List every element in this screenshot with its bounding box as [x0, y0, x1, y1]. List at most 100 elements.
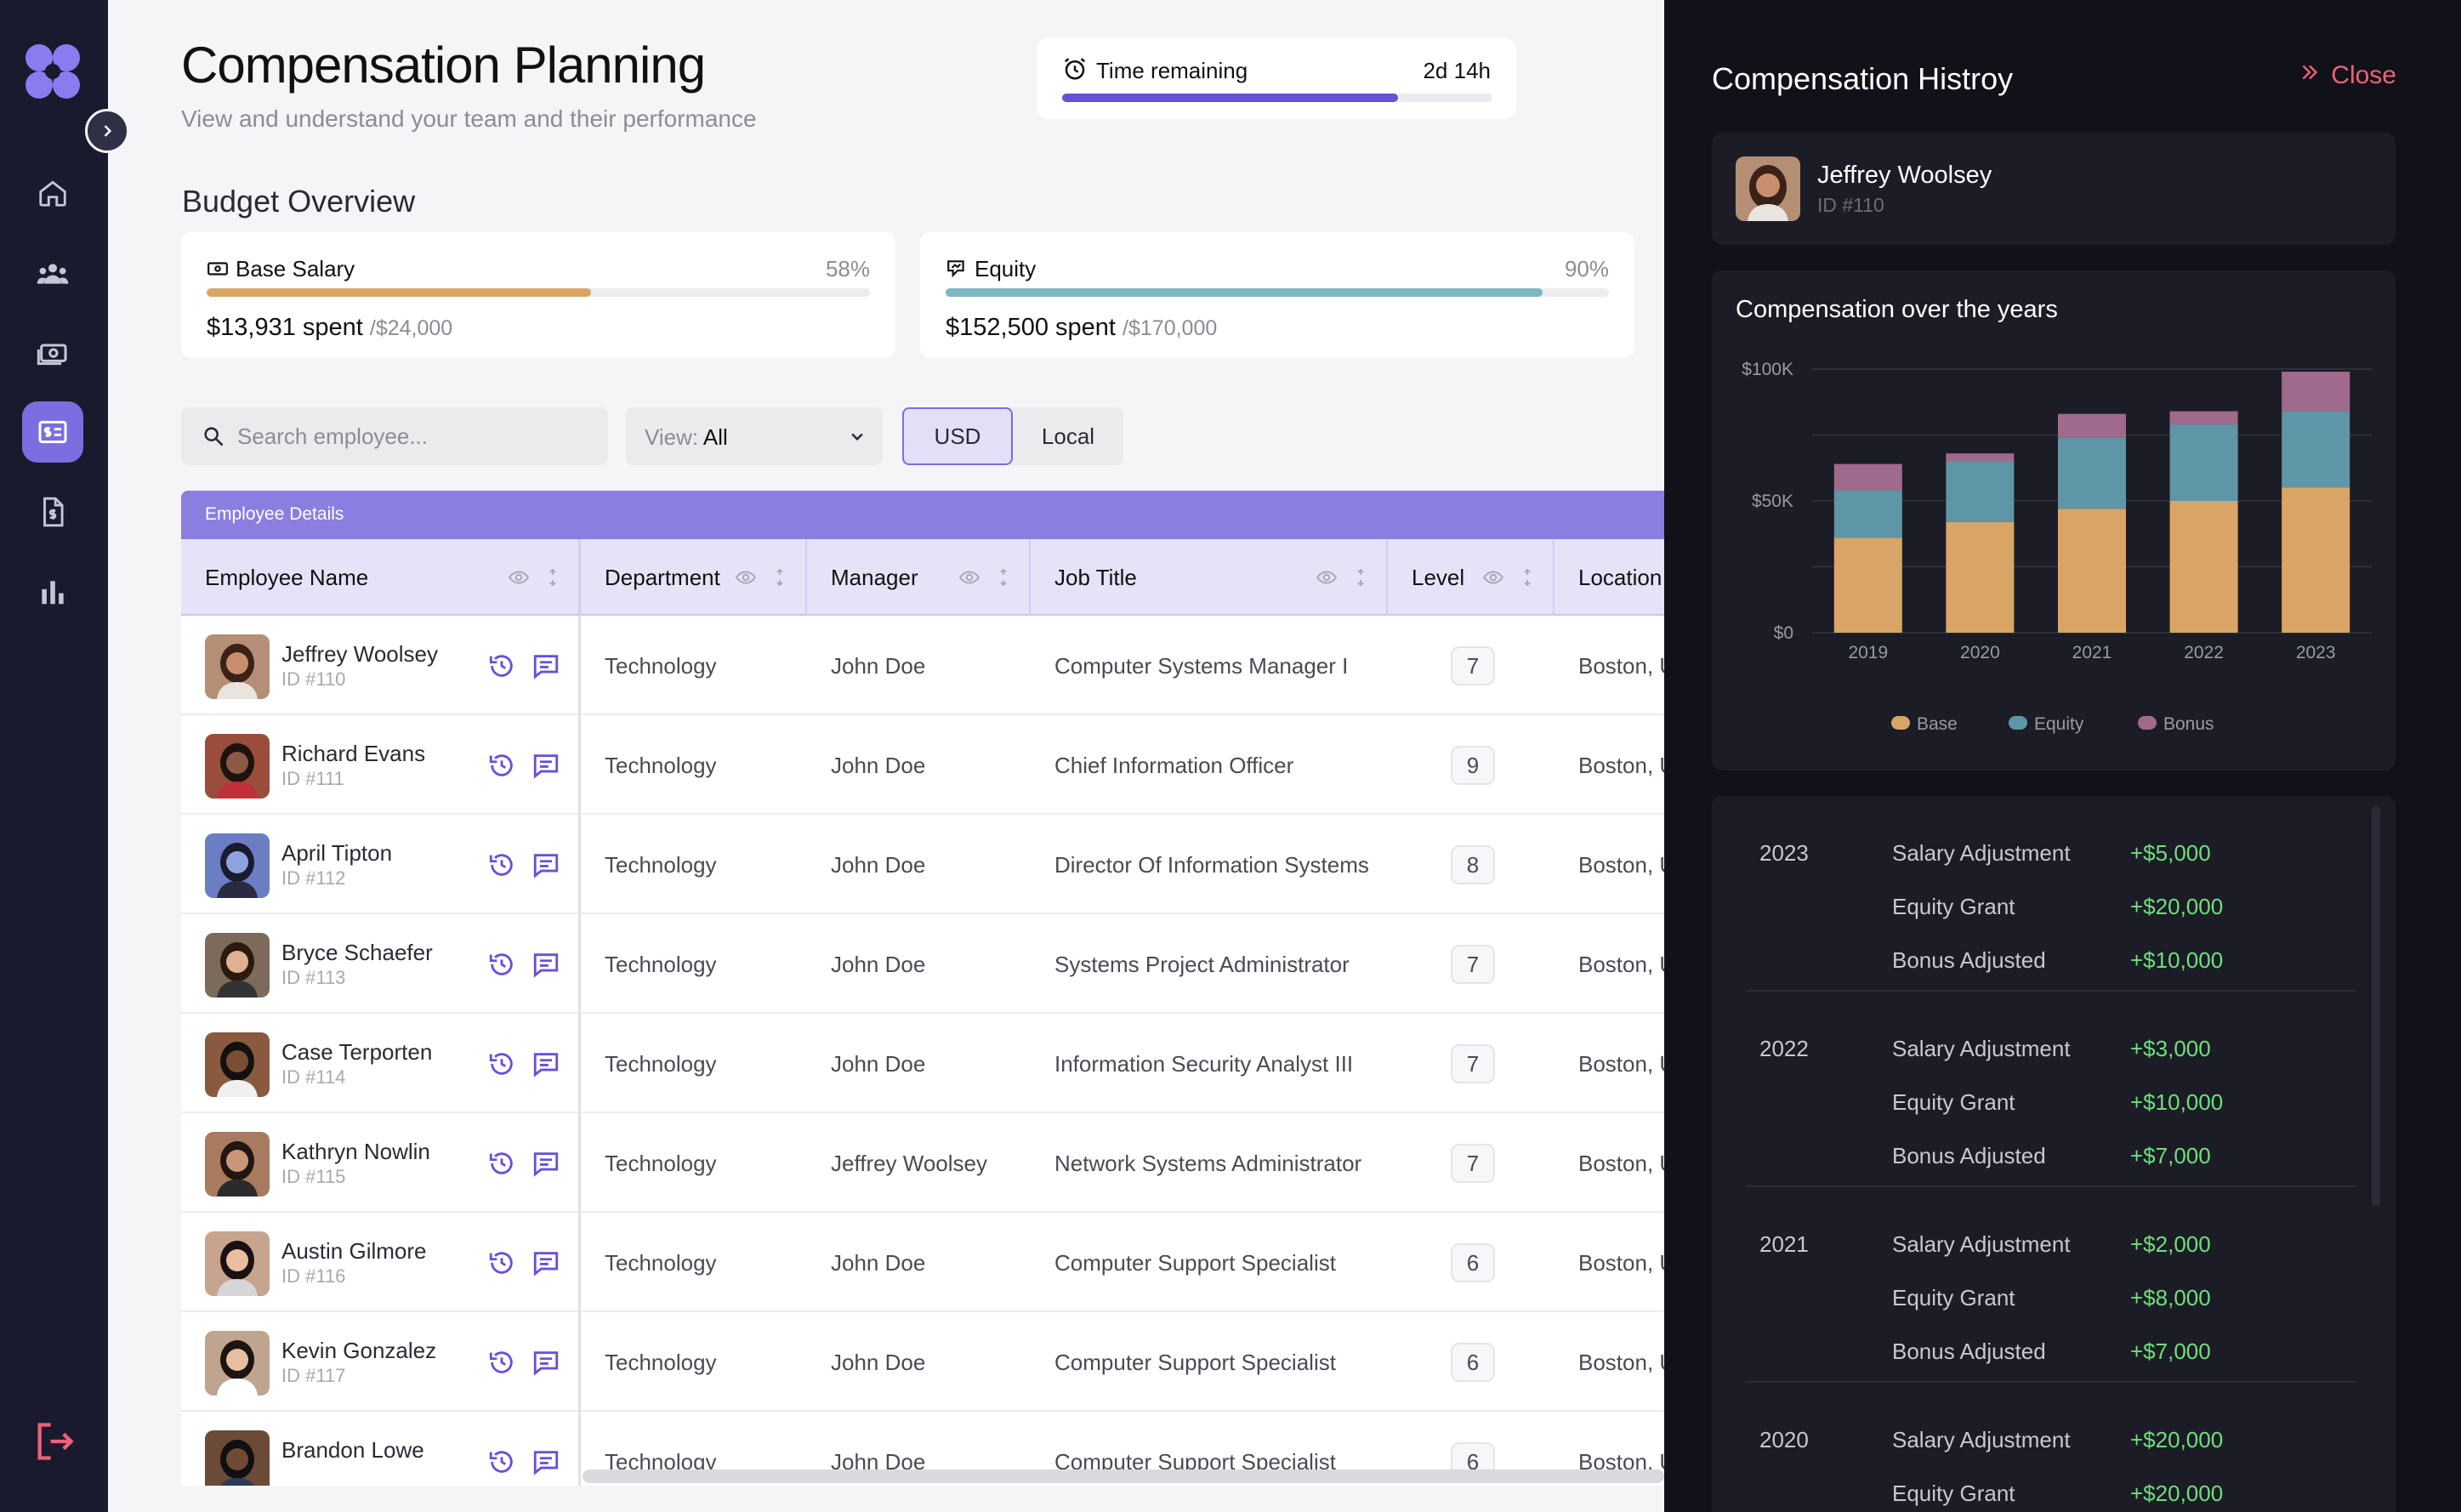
- history-icon[interactable]: [487, 751, 516, 786]
- employee-name[interactable]: Richard Evans: [281, 741, 426, 766]
- column-header-job-title[interactable]: Job Title: [1031, 539, 1388, 616]
- history-icon[interactable]: [487, 651, 516, 686]
- home-icon[interactable]: [22, 162, 83, 224]
- bar-segment-bonus: [1833, 463, 1902, 491]
- currency-toggle: USD Local: [902, 407, 1123, 465]
- logout-icon[interactable]: [29, 1416, 80, 1467]
- eye-icon[interactable]: [734, 566, 758, 593]
- document-dollar-icon[interactable]: [22, 481, 83, 543]
- sort-icon[interactable]: [1517, 566, 1537, 593]
- expand-sidebar-button[interactable]: [85, 109, 129, 153]
- history-entry: Equity Grant +$10,000: [1746, 1089, 2356, 1123]
- message-icon[interactable]: [531, 1248, 560, 1283]
- employee-name[interactable]: Kathryn Nowlin: [281, 1139, 430, 1164]
- history-entry-amount: +$10,000: [2130, 1089, 2224, 1115]
- chevron-down-icon: [849, 428, 866, 449]
- department-text: Technology: [605, 1051, 717, 1077]
- eye-icon[interactable]: [507, 566, 531, 593]
- history-entry: Equity Grant +$20,000: [1746, 1481, 2356, 1512]
- manager-cell: John Doe: [807, 914, 1031, 1014]
- department-cell: Technology: [581, 715, 807, 815]
- history-icon[interactable]: [487, 1447, 516, 1482]
- column-header-department[interactable]: Department: [581, 539, 807, 616]
- message-icon[interactable]: [531, 651, 560, 686]
- table-row[interactable]: April Tipton ID #112 Technology John Doe Dir…: [181, 815, 1664, 914]
- job-title-text: Network Systems Administrator: [1054, 1151, 1362, 1176]
- search-icon: [202, 424, 225, 452]
- message-icon[interactable]: [531, 1149, 560, 1184]
- message-icon[interactable]: [531, 1049, 560, 1084]
- sort-icon[interactable]: [543, 566, 563, 593]
- column-header-employee-name[interactable]: Employee Name: [181, 539, 581, 616]
- history-icon[interactable]: [487, 1348, 516, 1383]
- double-chevron-right-icon: [2299, 61, 2321, 90]
- column-header-location[interactable]: Location: [1554, 539, 1664, 616]
- table-row[interactable]: Bryce Schaefer ID #113 Technology John Doe S…: [181, 914, 1664, 1014]
- history-icon[interactable]: [487, 1248, 516, 1283]
- history-year-group: 2021 Salary Adjustment +$2,000 Equity Grant…: [1746, 1187, 2356, 1383]
- table-row[interactable]: Austin Gilmore ID #116 Technology John Doe C…: [181, 1213, 1664, 1312]
- horizontal-scrollbar[interactable]: [583, 1469, 1664, 1483]
- manager-text: John Doe: [831, 1350, 926, 1375]
- history-icon[interactable]: [487, 1049, 516, 1084]
- sort-icon[interactable]: [993, 566, 1014, 593]
- table-row[interactable]: Richard Evans ID #111 Technology John Doe Ch…: [181, 715, 1664, 815]
- vertical-scrollbar[interactable]: [2372, 806, 2380, 1206]
- table-row[interactable]: Kathryn Nowlin ID #115 Technology Jeffrey W…: [181, 1113, 1664, 1213]
- employee-cell: Kevin Gonzalez ID #117: [181, 1312, 581, 1412]
- bar-segment-base: [1946, 521, 2015, 633]
- column-header-level[interactable]: Level: [1388, 539, 1554, 616]
- time-remaining-progress-fill: [1062, 94, 1398, 102]
- job-title-text: Computer Support Specialist: [1054, 1350, 1336, 1375]
- table-row[interactable]: Kevin Gonzalez ID #117 Technology John Doe C…: [181, 1312, 1664, 1412]
- history-icon[interactable]: [487, 950, 516, 985]
- employee-name[interactable]: Kevin Gonzalez: [281, 1338, 437, 1363]
- currency-local-button[interactable]: Local: [1041, 423, 1095, 449]
- history-entry-amount: +$8,000: [2130, 1285, 2211, 1310]
- history-icon[interactable]: [487, 850, 516, 885]
- level-badge: 7: [1451, 646, 1495, 685]
- eye-icon[interactable]: [958, 566, 981, 593]
- compensation-icon[interactable]: [22, 401, 83, 463]
- message-icon[interactable]: [531, 950, 560, 985]
- employee-name[interactable]: Jeffrey Woolsey: [281, 641, 439, 667]
- employee-cell: Jeffrey Woolsey ID #110: [181, 616, 581, 715]
- team-icon[interactable]: [22, 243, 83, 304]
- employee-name[interactable]: Austin Gilmore: [281, 1238, 427, 1264]
- message-icon[interactable]: [531, 1348, 560, 1383]
- message-icon[interactable]: [531, 1447, 560, 1482]
- history-entry-amount: +$2,000: [2130, 1231, 2211, 1257]
- panel-title: Compensation Histroy: [1712, 61, 2014, 96]
- history-entry-amount: +$7,000: [2130, 1143, 2211, 1168]
- eye-icon[interactable]: [1481, 566, 1505, 593]
- legend-swatch: [2009, 716, 2027, 730]
- history-entry-label: Salary Adjustment: [1892, 1427, 2071, 1452]
- employee-name[interactable]: Brandon Lowe: [281, 1437, 424, 1463]
- sort-icon[interactable]: [770, 566, 790, 593]
- currency-usd-button[interactable]: USD: [902, 407, 1013, 465]
- employee-cell: Case Terporten ID #114: [181, 1014, 581, 1113]
- eye-icon[interactable]: [1315, 566, 1338, 593]
- time-remaining-label: Time remaining: [1096, 58, 1248, 83]
- message-icon[interactable]: [531, 751, 560, 786]
- logo-icon[interactable]: [22, 41, 83, 102]
- budget-progress: [946, 288, 1609, 297]
- employee-name[interactable]: Case Terporten: [281, 1039, 433, 1065]
- sort-icon[interactable]: [1350, 566, 1371, 593]
- table-row[interactable]: Jeffrey Woolsey ID #110 Technology John Doe…: [181, 616, 1664, 715]
- cash-icon[interactable]: [22, 323, 83, 384]
- level-badge: 6: [1451, 1343, 1495, 1382]
- search-input[interactable]: [237, 407, 594, 465]
- column-header-manager[interactable]: Manager: [807, 539, 1031, 616]
- history-icon[interactable]: [487, 1149, 516, 1184]
- divider: [1746, 1381, 2356, 1383]
- view-select[interactable]: View: All: [626, 407, 883, 465]
- table-row[interactable]: Case Terporten ID #114 Technology John Doe I…: [181, 1014, 1664, 1113]
- employee-name[interactable]: April Tipton: [281, 840, 393, 866]
- column-header-label: Job Title: [1054, 565, 1137, 590]
- employee-name[interactable]: Bryce Schaefer: [281, 940, 433, 965]
- chart-icon[interactable]: [22, 561, 83, 622]
- legend-swatch: [1891, 716, 1910, 730]
- close-button[interactable]: Close: [2299, 61, 2396, 90]
- message-icon[interactable]: [531, 850, 560, 885]
